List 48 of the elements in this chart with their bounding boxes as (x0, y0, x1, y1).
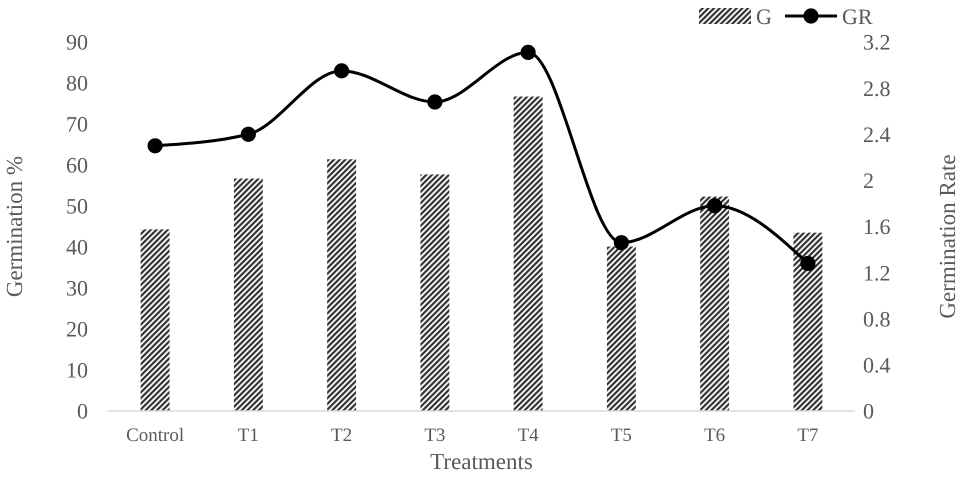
x-tick-label: T5 (610, 425, 632, 446)
y2-axis-title: Germination Rate (935, 154, 960, 319)
point (427, 94, 442, 110)
y2-tick-label: 2.4 (863, 122, 890, 147)
y-tick-label: 70 (66, 112, 88, 137)
y2-tick-label: 1.6 (863, 214, 890, 240)
point (334, 63, 350, 78)
point (614, 235, 629, 250)
y2-tick-label: 2.8 (863, 76, 890, 101)
y-axis-title: Germination % (2, 156, 27, 298)
x-tick-label: Control (126, 425, 184, 446)
point (240, 126, 256, 142)
y2-tick-label: 2 (863, 168, 874, 194)
point (707, 198, 722, 214)
bar (420, 174, 450, 411)
y-tick-label: 30 (66, 276, 88, 301)
y2-tick-label: 3.2 (863, 30, 890, 55)
y2-tick-label: 0 (863, 398, 874, 424)
bar (514, 96, 543, 411)
bar (140, 229, 170, 411)
bar (700, 196, 730, 411)
y-tick-label: 0 (77, 398, 88, 424)
x-tick-label: T6 (704, 425, 726, 446)
point (148, 138, 163, 154)
y2-tick-label: 0.8 (863, 306, 890, 332)
bar (327, 159, 356, 411)
y2-tick-label: 1.2 (863, 260, 890, 286)
x-tick-label: T7 (797, 425, 818, 446)
point (520, 44, 536, 60)
y-tick-label: 20 (66, 316, 88, 342)
y2-tick-label: 0.4 (863, 352, 890, 378)
legend-label: GR (842, 4, 873, 29)
y-tick-label: 90 (66, 30, 88, 55)
y-tick-label: 40 (66, 234, 88, 260)
legend-label: G (756, 4, 772, 29)
y-tick-label: 10 (66, 358, 88, 383)
y-tick-label: 60 (66, 152, 88, 178)
x-axis-title: Treatments (430, 449, 533, 474)
x-tick-label: T3 (424, 425, 446, 446)
x-tick-label: T1 (238, 425, 259, 446)
x-tick-label: T4 (518, 425, 540, 446)
bar (793, 232, 822, 411)
point (800, 256, 816, 271)
x-tick-label: T2 (331, 425, 352, 446)
y-tick-label: 80 (66, 70, 88, 96)
bar (606, 246, 636, 411)
bar (234, 178, 263, 411)
y-tick-label: 50 (66, 194, 88, 219)
